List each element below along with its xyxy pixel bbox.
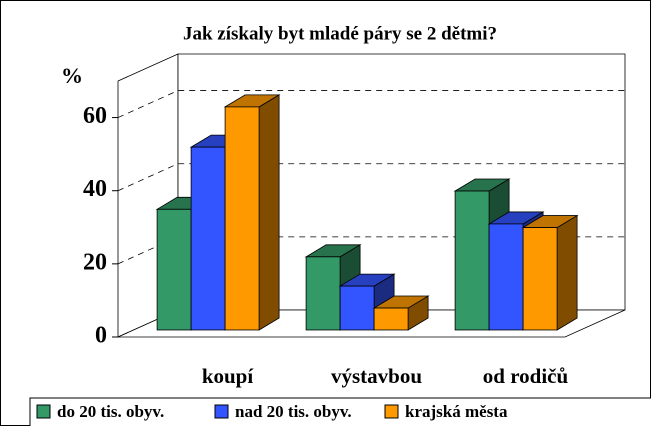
bar-front (488, 223, 524, 331)
y-tick-label: 40 (83, 176, 107, 202)
y-tick-label: 20 (83, 249, 107, 275)
x-tick-label: koupí (202, 364, 255, 388)
bar-front (522, 227, 558, 331)
bar-front (373, 307, 409, 331)
y-tick-label: 0 (95, 323, 107, 349)
legend-label: krajská města (405, 402, 508, 421)
bar-side (556, 214, 578, 331)
bar (223, 94, 281, 331)
bar (372, 295, 430, 331)
x-tick-label: výstavbou (331, 364, 422, 388)
legend (29, 397, 651, 426)
grid-line (117, 90, 625, 118)
x-tick-label: od rodičů (483, 364, 569, 388)
legend-label: do 20 tis. obyv. (57, 402, 164, 421)
bar-side (258, 94, 280, 331)
y-axis-label: % (61, 63, 83, 88)
bar-front (224, 106, 260, 331)
grid-line (117, 163, 625, 192)
bar-front (339, 285, 375, 331)
bar-front (156, 208, 192, 331)
legend-label: nad 20 tis. obyv. (235, 402, 352, 421)
chart-title: Jak získaly byt mladé páry se 2 dětmi? (183, 23, 497, 44)
legend-swatch (36, 404, 51, 419)
legend-swatch (214, 404, 229, 419)
y-tick-label: 60 (83, 103, 107, 129)
bar-front (454, 190, 490, 331)
bar-front (305, 256, 341, 331)
bar (521, 214, 579, 331)
legend-swatch (384, 404, 399, 419)
bar-front (190, 146, 226, 331)
